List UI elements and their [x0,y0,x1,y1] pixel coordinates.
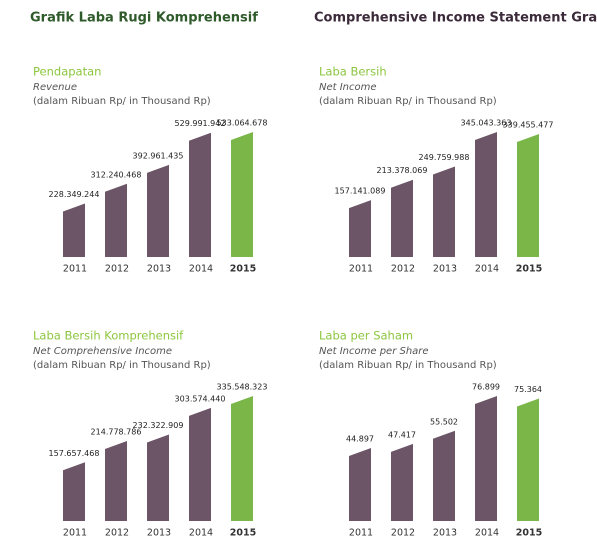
value-label: 303.574.440 [175,394,226,403]
bar [349,448,371,521]
bar [391,179,413,257]
header-title: Comprehensive Income Statement Graph [314,11,597,26]
x-tick-label: 2011 [349,528,373,539]
bar [105,183,127,257]
value-label: 157.657.468 [49,449,100,458]
bar [475,396,497,521]
x-tick-label: 2015 [230,528,256,539]
bar [189,132,211,257]
chart-subtitle: Net Income [319,82,377,93]
x-tick-label: 2014 [475,528,499,539]
bar [433,166,455,257]
value-label: 312.240.468 [91,170,142,179]
bar [63,203,85,257]
bar [105,440,127,521]
bar [189,407,211,521]
value-label: 44.897 [346,435,374,444]
bar [349,200,371,257]
x-tick-label: 2011 [349,264,373,275]
bar [517,398,539,521]
bar [147,434,169,521]
unit-note: (dalam Ribuan Rp/ in Thousand Rp) [319,96,497,107]
x-tick-label: 2015 [516,264,542,275]
x-tick-label: 2012 [105,264,129,275]
bar [231,396,253,521]
value-label: 76.899 [472,383,500,392]
x-tick-label: 2014 [475,264,499,275]
value-label: 249.759.988 [419,153,470,162]
x-tick-label: 2013 [433,528,457,539]
value-label: 228.349.244 [49,190,100,199]
value-label: 214.778.786 [91,427,142,436]
value-label: 75.364 [514,385,542,394]
value-label: 345.043.363 [461,119,512,128]
bar [517,134,539,257]
bar [147,164,169,257]
x-tick-label: 2011 [63,528,87,539]
x-tick-label: 2013 [433,264,457,275]
unit-note: (dalam Ribuan Rp/ in Thousand Rp) [33,360,211,371]
chart-title: Laba per Saham [319,329,413,343]
chart-title: Pendapatan [33,65,101,79]
header-title: Grafik Laba Rugi Komprehensif [30,11,258,26]
x-tick-label: 2015 [230,264,256,275]
unit-note: (dalam Ribuan Rp/ in Thousand Rp) [319,360,497,371]
x-tick-label: 2015 [516,528,542,539]
value-label: 55.502 [430,417,458,426]
unit-note: (dalam Ribuan Rp/ in Thousand Rp) [33,96,211,107]
x-tick-label: 2012 [391,264,415,275]
x-tick-label: 2014 [189,264,213,275]
value-label: 157.141.089 [335,187,386,196]
x-tick-label: 2013 [147,264,171,275]
value-label: 339.455.477 [503,121,554,130]
chart-subtitle: Revenue [33,82,77,93]
value-label: 232.322.909 [133,421,184,430]
chart-subtitle: Net Comprehensive Income [33,346,172,357]
bar [63,462,85,521]
value-label: 529.991.942 [175,119,226,128]
x-tick-label: 2013 [147,528,171,539]
x-tick-label: 2014 [189,528,213,539]
value-label: 213.378.069 [377,166,428,175]
x-tick-label: 2011 [63,264,87,275]
chart-title: Laba Bersih [319,65,387,79]
chart-title: Laba Bersih Komprehensif [33,329,184,343]
value-label: 47.417 [388,430,416,439]
x-tick-label: 2012 [391,528,415,539]
bar [391,443,413,521]
chart-subtitle: Net Income per Share [319,346,429,357]
x-tick-label: 2012 [105,528,129,539]
bar [433,430,455,521]
bar [231,132,253,257]
value-label: 392.961.435 [133,151,184,160]
value-label: 335.548.323 [217,383,268,392]
bar [475,132,497,257]
value-label: 533.064.678 [217,119,268,128]
